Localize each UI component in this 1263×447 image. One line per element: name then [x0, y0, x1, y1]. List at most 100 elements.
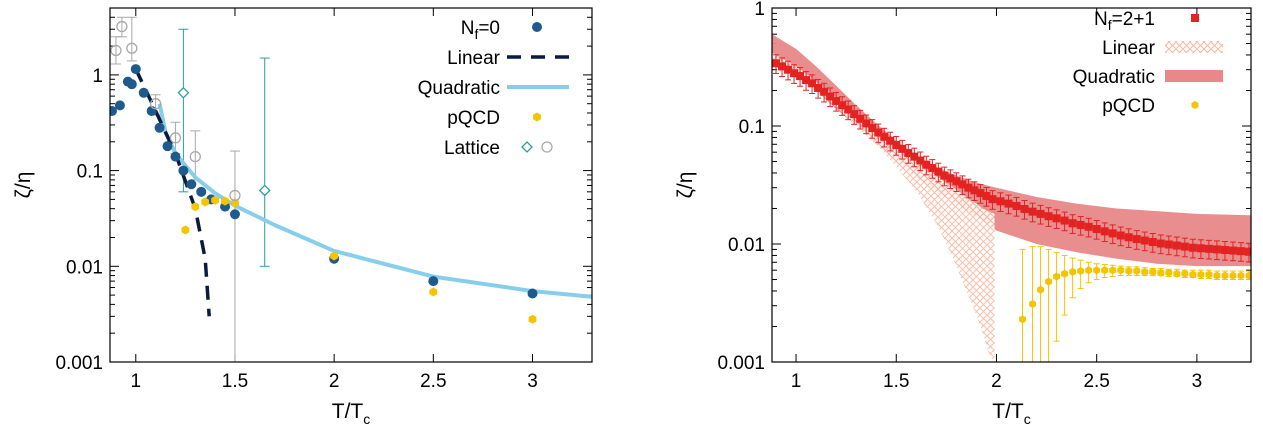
- nf21-point: [1196, 244, 1205, 253]
- nf21-point: [856, 114, 865, 123]
- legend-symbol-hex: [533, 112, 541, 122]
- pqcd-point: [211, 195, 219, 205]
- legend-label: Nf=0: [461, 18, 500, 42]
- pqcd-point: [1045, 277, 1052, 286]
- nf21-point: [1076, 220, 1085, 229]
- nf0-point: [138, 87, 149, 98]
- legend-label-sub: f: [474, 26, 478, 42]
- nf21-point: [964, 183, 973, 192]
- panel-0-frame: [109, 7, 593, 363]
- pqcd-point: [1077, 267, 1085, 275]
- pqcd-point: [1157, 268, 1165, 277]
- pqcd-point: [1229, 271, 1237, 280]
- x-axis-label: T/Tc: [992, 400, 1031, 427]
- y-tick-label: 0.01: [728, 235, 765, 256]
- linear-hatched-band: [772, 52, 995, 362]
- nf21-point: [1180, 242, 1189, 251]
- nf21-point: [880, 132, 889, 141]
- legend-label: Nf=2+1: [1094, 9, 1155, 33]
- nf21-point: [1132, 235, 1141, 244]
- nf21-point: [1228, 246, 1237, 255]
- nf0-point: [527, 288, 538, 299]
- nf21-point: [844, 105, 853, 114]
- nf21-point: [922, 160, 931, 169]
- lattice-circle-point: [110, 44, 122, 57]
- pqcd-point: [1149, 267, 1157, 276]
- nf21-point: [946, 174, 955, 183]
- nf21-point: [1148, 237, 1157, 246]
- pqcd-point: [1237, 271, 1245, 280]
- nf21-point: [976, 189, 985, 198]
- pqcd-point: [1029, 300, 1036, 308]
- nf21-point: [970, 186, 979, 195]
- nf21-point: [868, 124, 877, 133]
- panel-0-axes: 1 1.5 2 2.5 3 0.001 0.01 0.1 1 T/Tc ζ/η: [12, 7, 592, 427]
- nf21-point: [1212, 245, 1221, 254]
- y-tick-label: 0.1: [77, 162, 103, 183]
- legend-label-main: Quadratic: [418, 78, 500, 99]
- lattice-circle-point: [169, 132, 182, 144]
- nf0-point: [114, 100, 125, 111]
- legend-label-sub: f: [1108, 17, 1112, 33]
- nf21-point: [910, 152, 919, 161]
- pqcd-point: [1069, 267, 1077, 276]
- nf21-point: [850, 110, 859, 119]
- x-tick-label: 2.5: [1083, 371, 1109, 392]
- pqcd-point: [1053, 272, 1061, 281]
- x-tick-label: 1.5: [883, 371, 909, 392]
- y-axis-label: ζ/η: [12, 172, 35, 199]
- nf0-point: [196, 186, 207, 197]
- legend-label-rest: =0: [478, 18, 500, 39]
- nf21-point: [1036, 209, 1045, 218]
- x-tick-label: 3: [1192, 371, 1203, 392]
- pqcd-point: [1141, 267, 1149, 276]
- pqcd-point: [221, 196, 229, 206]
- legend-symbol-diamond: [521, 141, 533, 153]
- pqcd-point: [1037, 285, 1044, 294]
- nf21-point: [1044, 212, 1053, 221]
- nf21-point: [862, 119, 871, 128]
- nf21-point: [934, 167, 943, 176]
- nf21-point: [820, 87, 829, 96]
- nf21-point: [1004, 199, 1013, 208]
- x-tick-label: 3: [527, 371, 538, 392]
- lattice-diamond-point: [177, 86, 190, 99]
- nf0-point: [428, 276, 439, 287]
- x-tick-label: 2: [991, 371, 1002, 392]
- pqcd-point: [201, 197, 210, 207]
- nf21-point: [808, 79, 817, 88]
- nf21-point: [826, 92, 835, 101]
- x-axis-label-main: T/T: [332, 400, 364, 423]
- legend-label: Linear: [447, 48, 500, 69]
- nf21-point: [1092, 225, 1101, 234]
- nf0-point: [126, 79, 137, 90]
- nf21-point: [898, 144, 907, 153]
- x-tick-label: 1: [791, 371, 802, 392]
- legend-label-main: Quadratic: [1073, 67, 1155, 88]
- x-axis-label: T/Tc: [332, 400, 371, 427]
- legend-label-main: pQCD: [1102, 96, 1155, 117]
- legend-label: Quadratic: [1073, 67, 1155, 88]
- pqcd-point: [1197, 270, 1205, 279]
- nf21-point: [1116, 231, 1125, 240]
- pqcd-point: [1181, 269, 1189, 278]
- pqcd-point: [191, 202, 200, 212]
- legend-label: pQCD: [1102, 96, 1155, 117]
- nf21-point: [1156, 239, 1165, 248]
- x-tick-label: 2: [329, 371, 340, 392]
- nf21-point: [1244, 247, 1251, 256]
- pqcd-point: [1101, 266, 1109, 275]
- nf21-point: [988, 195, 997, 204]
- nf0-point: [229, 209, 240, 220]
- legend-label: Linear: [1102, 38, 1155, 59]
- lattice-diamond-point: [258, 184, 271, 197]
- pqcd-point: [181, 225, 190, 235]
- y-tick-label: 0.001: [717, 353, 765, 374]
- panel-1-legend: Nf=2+1 Linear Quadratic pQCD: [1073, 9, 1223, 117]
- nf21-point: [940, 171, 949, 180]
- pqcd-point: [1245, 271, 1251, 280]
- nf21-point: [1108, 229, 1117, 238]
- legend-label-main: pQCD: [447, 108, 500, 129]
- legend-symbol-hex: [1191, 101, 1199, 109]
- y-tick-label: 0.01: [66, 257, 103, 278]
